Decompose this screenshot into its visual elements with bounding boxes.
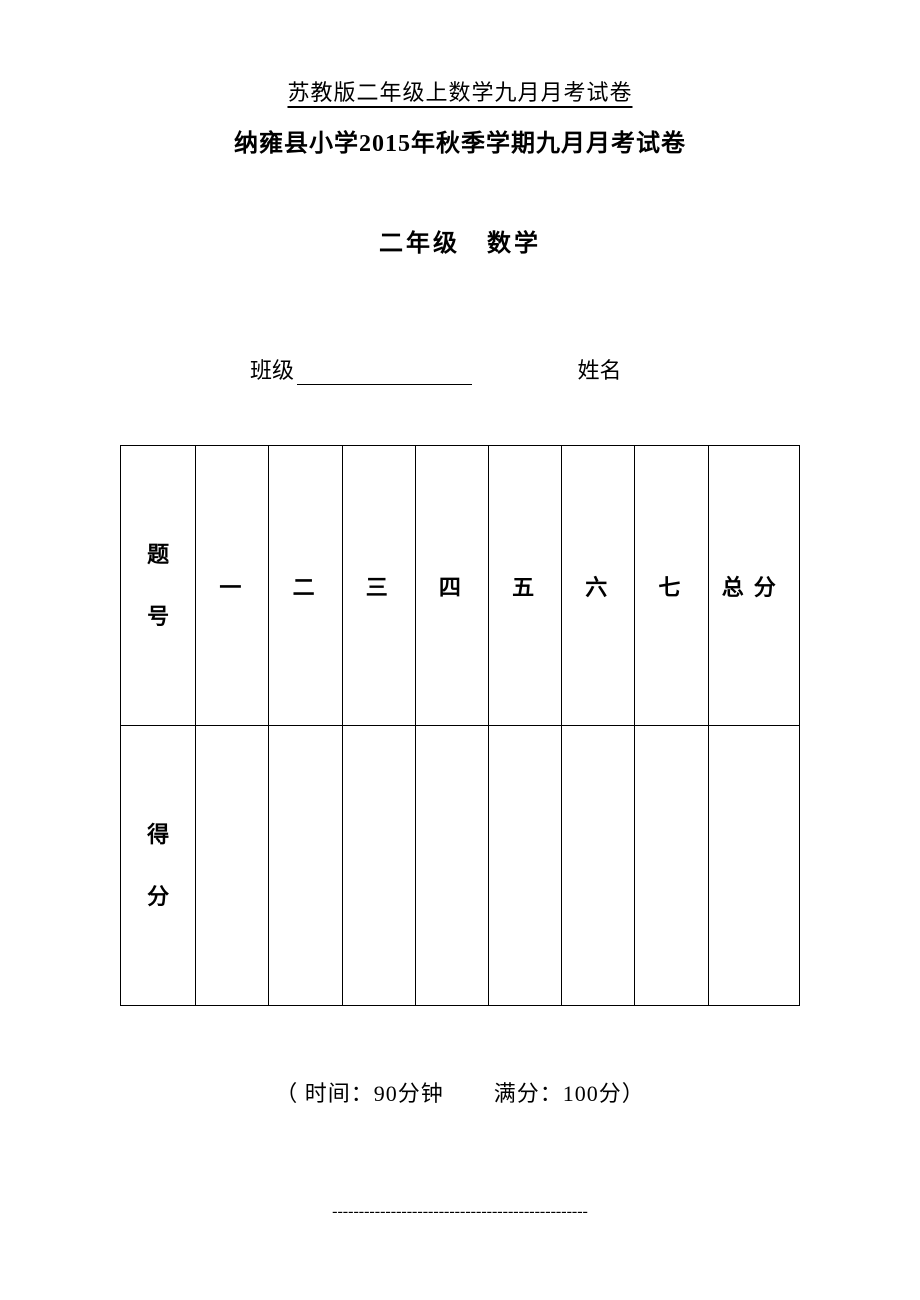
subject-line: 二年级 数学 [120, 223, 800, 258]
student-info-line: 班级 姓名 [120, 353, 800, 385]
row-label-s-char1: 得 [131, 804, 185, 866]
fullscore-label: 满分：100分） [494, 1081, 645, 1106]
score-cell-1 [196, 726, 269, 1006]
time-info: （ 时间：90分钟 满分：100分） [120, 1076, 800, 1108]
col-4: 四 [415, 446, 488, 726]
score-table: 题 号 一 二 三 四 五 六 七 总分 得 分 [120, 445, 800, 1006]
score-cell-5 [489, 726, 562, 1006]
score-cell-3 [342, 726, 415, 1006]
divider-line: ----------------------------------------… [120, 1203, 800, 1221]
col-7: 七 [635, 446, 708, 726]
time-label: （ 时间：90分钟 [275, 1081, 444, 1106]
col-3: 三 [342, 446, 415, 726]
row-label-question: 题 号 [121, 446, 196, 726]
score-cell-7 [635, 726, 708, 1006]
col-5: 五 [489, 446, 562, 726]
row-label-s-char2: 分 [131, 866, 185, 928]
score-cell-6 [562, 726, 635, 1006]
col-6: 六 [562, 446, 635, 726]
col-2: 二 [269, 446, 342, 726]
class-blank [297, 384, 472, 385]
name-label: 姓名 [578, 358, 622, 383]
col-1: 一 [196, 446, 269, 726]
row-label-q-char2: 号 [131, 586, 185, 648]
edition-title: 苏教版二年级上数学九月月考试卷 [120, 75, 800, 107]
row-label-q-char1: 题 [131, 524, 185, 586]
class-label: 班级 [250, 358, 294, 383]
table-row-score: 得 分 [121, 726, 800, 1006]
score-cell-4 [415, 726, 488, 1006]
table-row-header: 题 号 一 二 三 四 五 六 七 总分 [121, 446, 800, 726]
row-label-score: 得 分 [121, 726, 196, 1006]
school-title: 纳雍县小学2015年秋季学期九月月考试卷 [120, 123, 800, 158]
col-total: 总分 [708, 446, 799, 726]
score-cell-total [708, 726, 799, 1006]
score-cell-2 [269, 726, 342, 1006]
